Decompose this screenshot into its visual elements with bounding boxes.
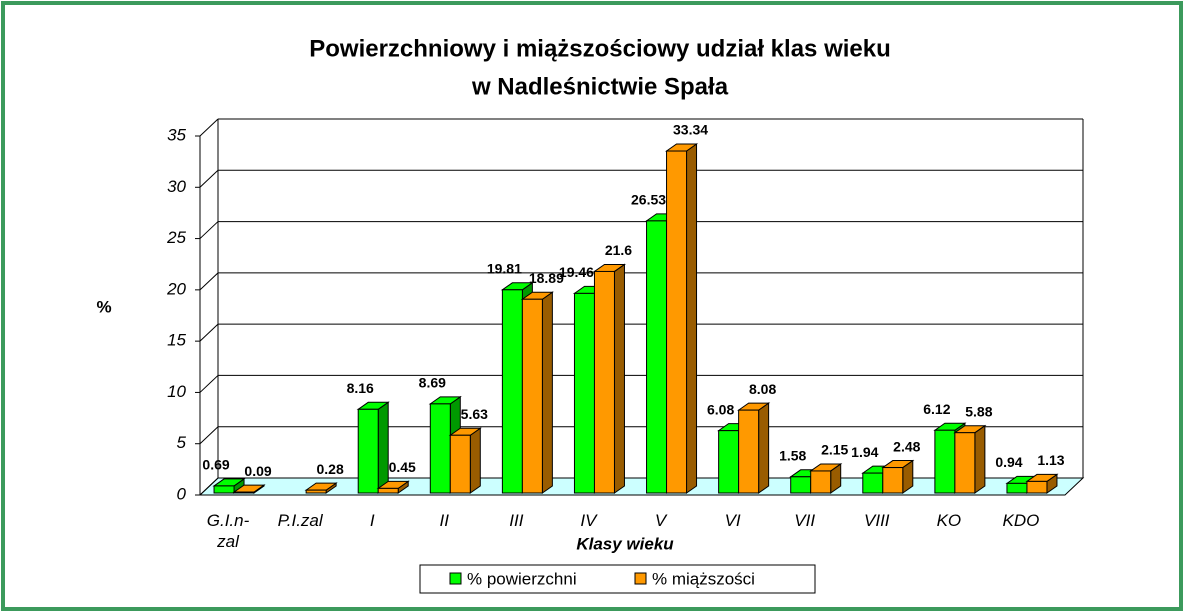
bar [233,491,255,494]
value-label: 2.15 [821,442,848,458]
bar [882,467,904,494]
value-label: 1.58 [779,447,806,463]
value-label: 6.12 [923,401,950,417]
legend-label: % powierzchni [467,569,577,588]
value-label: 1.94 [851,444,878,460]
bar [666,150,688,494]
bar [934,429,956,494]
value-label: 5.88 [965,403,992,419]
value-label: 0.94 [995,454,1022,470]
chart-subtitle: w Nadleśnictwie Spała [471,73,729,100]
side-grid-line [199,477,219,496]
chart-title: Powierzchniowy i miąższościowy udział kl… [309,35,891,62]
x-tick-label: KDO [1002,511,1040,530]
bar [213,485,235,494]
value-label: 8.16 [347,380,374,396]
side-grid-line [199,426,219,445]
bar-side [686,143,698,494]
x-tick-label: KO [936,511,962,530]
bar [573,292,595,494]
bar [810,470,832,494]
x-tick-label: II [439,511,449,530]
bar [1006,482,1028,494]
y-tick-label: 35 [167,125,186,144]
bar-side [758,402,770,494]
y-tick-label: 0 [177,484,187,503]
bar-side [541,291,553,494]
value-label: 8.69 [419,375,446,391]
value-label: 19.46 [559,264,594,280]
value-label: 33.34 [673,122,708,138]
x-tick-label: III [509,511,524,530]
value-label: 1.13 [1037,452,1064,468]
bar [449,434,471,494]
x-tick-label: VIII [864,511,890,530]
bar [954,432,976,494]
value-label: 0.45 [389,459,416,475]
y-tick-label: 30 [167,177,186,196]
y-tick-label: 25 [166,228,186,247]
y-tick-label: 20 [166,279,186,298]
x-tick-label: VI [724,511,741,530]
value-label: 18.89 [529,270,564,286]
bar [790,476,812,494]
y-tick-label: 10 [167,382,186,401]
bar [593,270,615,494]
bar [429,403,451,494]
bar [646,220,668,494]
value-label: 5.63 [461,406,488,422]
legend-label: % miąższości [652,569,755,588]
bar [1026,480,1048,494]
bar-side [974,424,986,494]
x-tick-label: IV [580,511,597,530]
side-grid-line [199,272,219,291]
bar [718,430,740,494]
bar [738,409,760,494]
bar [305,489,327,494]
value-label: 0.09 [244,463,271,479]
value-label: 19.81 [487,261,522,277]
value-label: 21.6 [605,242,632,258]
x-tick-label: V [654,511,667,530]
legend [419,564,816,594]
x-tick-label: VII [794,511,816,530]
bar [501,289,523,494]
value-label: 2.48 [893,438,920,454]
value-label: 26.53 [631,192,666,208]
side-grid-line [199,323,219,342]
side-grid-line [199,375,219,393]
side-grid-line [199,118,219,137]
y-tick-label: 15 [167,331,186,350]
value-label: 6.08 [707,401,734,417]
value-label: 0.28 [317,461,344,477]
bar-side [469,427,481,494]
y-axis-label: % [96,297,111,316]
x-tick-label: I [369,511,375,530]
x-tick-label: P.I.zal [277,511,323,530]
bar-side [377,401,389,494]
bar [377,487,399,494]
bar [862,472,884,494]
bar-side [613,263,625,494]
value-label: 8.08 [749,381,776,397]
x-tick-label: G.I.n-zal [206,511,250,551]
value-label: 0.69 [202,457,229,473]
legend-swatch [634,572,647,585]
y-tick-label: 5 [177,433,187,452]
legend-swatch [449,572,462,585]
x-axis-label: Klasy wieku [576,534,674,553]
bar [357,408,379,494]
bar [521,298,543,494]
side-grid-line [199,169,219,188]
side-grid-line [199,221,219,239]
